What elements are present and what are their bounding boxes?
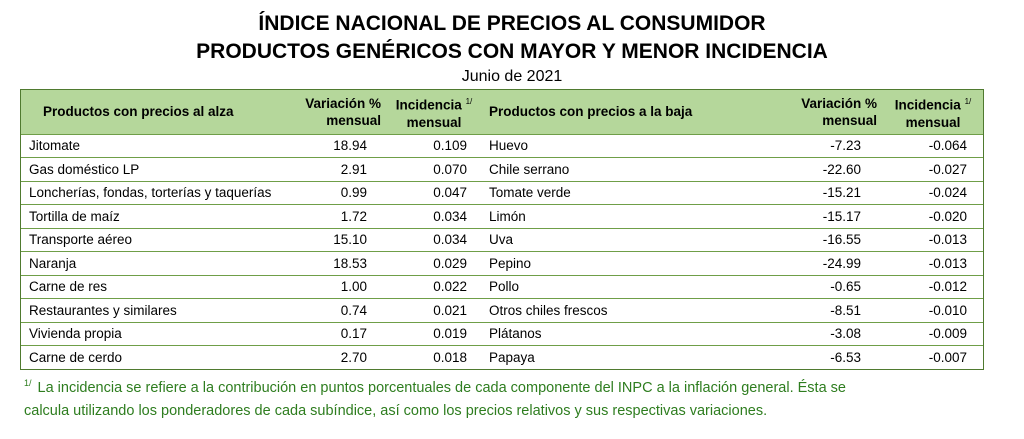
up-product-name: Jitomate [21, 133, 293, 158]
up-incidence: 0.022 [387, 274, 481, 299]
down-incidence: -0.064 [883, 133, 983, 158]
up-incidence: 0.109 [387, 133, 481, 158]
footnote: 1/La incidencia se refiere a la contribu… [24, 372, 984, 423]
up-incidence: 0.034 [387, 204, 481, 228]
up-product-name: Naranja [21, 251, 293, 275]
up-variation: 18.94 [293, 133, 387, 158]
table-row: Carne de res 1.00 0.022 Pollo -0.65 -0.0… [21, 274, 983, 299]
up-variation: 1.72 [293, 204, 387, 228]
up-incidence: 0.047 [387, 180, 481, 205]
down-product-name: Huevo [481, 133, 785, 158]
down-incidence: -0.027 [883, 157, 983, 181]
down-variation: -6.53 [785, 345, 883, 369]
down-incidence: -0.009 [883, 321, 983, 346]
down-product-name: Tomate verde [481, 180, 785, 205]
up-product-name: Tortilla de maíz [21, 204, 293, 228]
down-incidence: -0.013 [883, 227, 983, 252]
down-incidence: -0.012 [883, 274, 983, 299]
table-row: Vivienda propia 0.17 0.019 Plátanos -3.0… [21, 321, 983, 346]
col-header-up-product: Productos con precios al alza [43, 104, 234, 120]
table-row: Jitomate 18.94 0.109 Huevo -7.23 -0.064 [21, 133, 983, 158]
title-line-1: ÍNDICE NACIONAL DE PRECIOS AL CONSUMIDOR [258, 12, 766, 35]
down-variation: -22.60 [785, 157, 883, 181]
up-product-name: Vivienda propia [21, 321, 293, 346]
up-incidence: 0.021 [387, 298, 481, 322]
table-row: Carne de cerdo 2.70 0.018 Papaya -6.53 -… [21, 345, 983, 369]
footnote-mark: 1/ [24, 378, 32, 388]
up-incidence: 0.019 [387, 321, 481, 346]
col-header-down-product: Productos con precios a la baja [489, 104, 693, 120]
table-row: Naranja 18.53 0.029 Pepino -24.99 -0.013 [21, 251, 983, 275]
down-product-name: Papaya [481, 345, 785, 369]
down-incidence: -0.024 [883, 180, 983, 205]
down-product-name: Chile serrano [481, 157, 785, 181]
up-incidence: 0.070 [387, 157, 481, 181]
up-product-name: Loncherías, fondas, torterías y taquería… [21, 180, 293, 205]
footnote-line-1: 1/La incidencia se refiere a la contribu… [24, 378, 846, 396]
up-product-name: Transporte aéreo [21, 227, 293, 252]
table: Productos con precios al alza Variación … [21, 90, 983, 369]
up-variation: 15.10 [293, 227, 387, 252]
up-product-name: Carne de cerdo [21, 345, 293, 369]
footnote-line-2: calcula utilizando los ponderadores de c… [24, 402, 768, 419]
footnote-ref: 1/ [465, 97, 473, 106]
up-product-name: Restaurantes y similares [21, 298, 293, 322]
down-product-name: Plátanos [481, 321, 785, 346]
up-variation: 2.91 [293, 157, 387, 181]
up-variation: 0.99 [293, 180, 387, 205]
col-header-up-variation: Variación % mensual [305, 95, 381, 128]
table-row: Loncherías, fondas, torterías y taquería… [21, 180, 983, 205]
down-incidence: -0.007 [883, 345, 983, 369]
up-variation: 0.17 [293, 321, 387, 346]
down-incidence: -0.013 [883, 251, 983, 275]
down-incidence: -0.020 [883, 204, 983, 228]
down-variation: -16.55 [785, 227, 883, 252]
col-header-down-incidence: Incidencia 1/ mensual [894, 97, 972, 130]
col-header-up-incidence: Incidencia 1/ mensual [395, 97, 473, 130]
up-product-name: Carne de res [21, 274, 293, 299]
table-row: Transporte aéreo 15.10 0.034 Uva -16.55 … [21, 227, 983, 252]
up-incidence: 0.034 [387, 227, 481, 252]
down-variation: -7.23 [785, 133, 883, 158]
down-product-name: Pollo [481, 274, 785, 299]
down-variation: -24.99 [785, 251, 883, 275]
down-variation: -8.51 [785, 298, 883, 322]
up-incidence: 0.029 [387, 251, 481, 275]
up-variation: 2.70 [293, 345, 387, 369]
down-product-name: Limón [481, 204, 785, 228]
down-product-name: Otros chiles frescos [481, 298, 785, 322]
table-header-row: Productos con precios al alza Variación … [21, 90, 983, 134]
down-product-name: Uva [481, 227, 785, 252]
footnote-ref: 1/ [964, 97, 972, 106]
table-row: Restaurantes y similares 0.74 0.021 Otro… [21, 298, 983, 322]
down-incidence: -0.010 [883, 298, 983, 322]
up-variation: 18.53 [293, 251, 387, 275]
table-row: Gas doméstico LP 2.91 0.070 Chile serran… [21, 157, 983, 181]
incidence-table: Productos con precios al alza Variación … [20, 89, 984, 370]
down-variation: -15.21 [785, 180, 883, 205]
down-variation: -15.17 [785, 204, 883, 228]
subtitle: Junio de 2021 [461, 68, 563, 85]
up-incidence: 0.018 [387, 345, 481, 369]
up-product-name: Gas doméstico LP [21, 157, 293, 181]
title-line-2: PRODUCTOS GENÉRICOS CON MAYOR Y MENOR IN… [196, 40, 828, 63]
down-product-name: Pepino [481, 251, 785, 275]
down-variation: -3.08 [785, 321, 883, 346]
table-row: Tortilla de maíz 1.72 0.034 Limón -15.17… [21, 204, 983, 228]
down-variation: -0.65 [785, 274, 883, 299]
up-variation: 1.00 [293, 274, 387, 299]
up-variation: 0.74 [293, 298, 387, 322]
col-header-down-variation: Variación % mensual [801, 95, 877, 128]
